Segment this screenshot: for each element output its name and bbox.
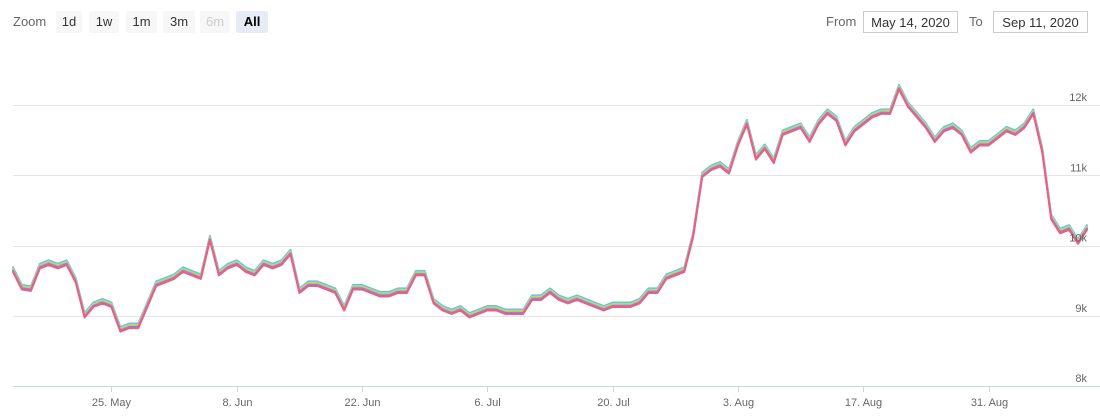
y-tick-label: 11k [1070, 162, 1087, 174]
y-tick-label: 9k [1075, 303, 1087, 315]
x-tick-label: 8. Jun [223, 397, 253, 409]
zoom-3m-button[interactable]: 3m [163, 11, 195, 33]
zoom-1m-button[interactable]: 1m [126, 11, 157, 33]
series-lines [12, 83, 1088, 333]
y-tick-label: 10k [1069, 233, 1087, 245]
x-tick-label: 25. May [92, 397, 132, 409]
to-label: To [969, 14, 983, 29]
zoom-6m-button: 6m [200, 11, 230, 33]
x-tick-label: 17. Aug [845, 397, 882, 409]
zoom-1w-button[interactable]: 1w [89, 11, 119, 33]
y-tick-label: 8k [1075, 373, 1087, 385]
x-tick-label: 3. Aug [723, 397, 754, 409]
y-tick-label: 12k [1069, 92, 1087, 104]
range-selector-toolbar: Zoom 1d 1w 1m 3m 6m All From May 14, 202… [0, 0, 1100, 44]
zoom-all-button[interactable]: All [236, 11, 268, 33]
from-date-input[interactable]: May 14, 2020 [863, 11, 958, 33]
zoom-1d-button[interactable]: 1d [56, 11, 82, 33]
zoom-label: Zoom [13, 14, 47, 29]
gridlines [13, 105, 1100, 317]
to-date-input[interactable]: Sep 11, 2020 [993, 11, 1088, 33]
x-tick-label: 6. Jul [474, 397, 500, 409]
series-line-5 [12, 88, 1088, 333]
x-tick-label: 22. Jun [344, 397, 380, 409]
from-label: From [826, 14, 857, 29]
axes: 8k 9k 10k 11k 12k 25. May 8. Jun 22. Jun 6. Jul 2… [13, 92, 1100, 409]
x-tick-label: 20. Jul [597, 397, 629, 409]
x-tick-label: 31. Aug [971, 397, 1008, 409]
